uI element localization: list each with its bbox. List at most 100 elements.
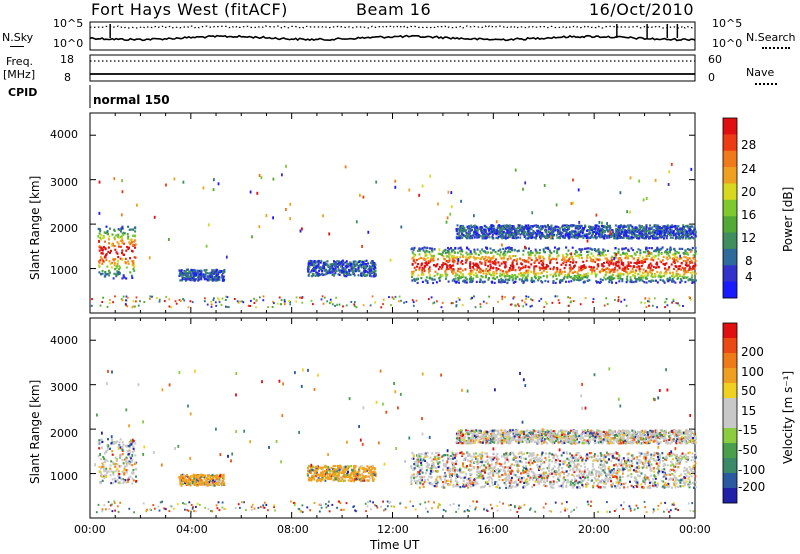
power-cell-main-band [691,274,694,277]
power-cell-main-band [464,276,467,279]
velocity-cell-band-04 [202,474,205,477]
power-noise [567,304,570,307]
power-cell-main-band [548,256,551,259]
velocity-cb-tick-50: 50 [741,384,757,398]
power-cell-upper-band [474,224,477,227]
power-cell-main-band [630,281,633,284]
power-cell-main-band [424,262,427,265]
power-cell-main-band [648,247,651,250]
power-cell-upper-band [528,232,531,235]
power-cell-early-band [132,267,135,270]
power-cell-main-band [477,253,480,256]
velocity-cell-band-08 [341,468,344,471]
power-cell-main-band [431,249,433,252]
power-cell-upper-band [645,235,648,238]
velocity-cell-early-band [107,470,110,473]
power-noise [214,301,217,304]
power-sparse [690,167,693,171]
power-cell-upper-band [590,235,593,239]
power-cell-upper-band [660,231,663,235]
power-cell-main-band [570,268,573,271]
power-cell-band-08 [372,275,375,278]
power-cell-main-band [608,264,611,267]
power-noise [450,302,453,305]
power-noise [226,306,229,308]
power-noise [312,303,314,306]
power-cell-band-08 [331,263,334,266]
power-cell-upper-band [525,224,527,228]
power-cell-early-band [129,243,132,246]
power-cell-main-band [612,263,615,266]
power-sparse [626,210,629,214]
power-cell-early-band [119,266,122,269]
power-cell-main-band [467,272,470,275]
power-cell-main-band [624,257,627,260]
power-cell-band-04 [215,279,218,282]
power-noise [163,300,166,303]
power-ytick-3000: 3000 [50,176,78,189]
power-cell-band-08 [373,267,375,271]
power-cell-upper-band [577,226,580,229]
power-cell-upper-band [564,236,566,239]
velocity-cell-band-04 [205,481,208,484]
power-noise [392,297,395,300]
velocity-cb-tick-100: 100 [741,365,764,379]
power-cell-upper-band [642,228,645,231]
power-cell-band-04 [199,276,202,279]
velocity-cell-early-band [122,481,125,484]
power-cell-main-band [559,281,562,284]
power-cell-upper-band [554,229,557,232]
power-cell-main-band [534,275,536,278]
power-cell-early-band [129,238,132,241]
power-cell-main-band [580,276,583,280]
power-cell-upper-band [690,232,693,236]
power-cell-main-band [490,251,493,254]
velocity-cell-band-04 [200,480,203,483]
power-cell-upper-band [488,236,491,239]
velocity-cell-band-04 [221,475,224,478]
power-noise [295,296,298,299]
velocity-cell-band-04 [180,473,183,477]
power-cell-main-band [516,258,519,261]
power-cell-main-band [632,281,635,284]
velocity-cell-band-04 [183,477,186,480]
power-cell-main-band [493,281,496,284]
power-noise [592,298,595,301]
power-cell-upper-band [548,235,551,238]
power-cell-main-band [539,266,542,270]
power-cell-early-band [118,236,121,239]
power-cell-early-band [114,268,117,271]
power-cell-upper-band [581,234,584,237]
power-cell-main-band [437,258,439,261]
power-sparse [429,174,432,178]
power-cell-band-08 [352,269,355,273]
power-cell-upper-band [676,232,679,236]
velocity-cell-early-band [121,441,124,444]
power-cell-band-04 [181,272,184,275]
power-noise [158,300,161,303]
power-cell-early-band [115,251,118,254]
velocity-cell-band-08 [347,479,350,482]
power-cell-main-band [482,272,485,275]
power-cell-band-08 [360,264,363,267]
power-cell-main-band [572,258,575,261]
power-cell-upper-band [550,229,553,233]
power-cell-main-band [479,261,481,264]
power-cell-upper-band [537,229,540,232]
power-cell-upper-band [585,233,588,236]
power-cell-main-band [659,260,662,263]
power-cell-upper-band [515,233,518,236]
power-cell-main-band [651,272,653,275]
power-cell-main-band [691,279,694,282]
power-cell-upper-band [682,231,685,234]
power-cell-main-band [542,262,545,266]
power-cell-upper-band [580,228,583,231]
power-cell-main-band [453,260,456,263]
power-cell-main-band [492,267,495,270]
power-cell-main-band [470,252,473,255]
power-cell-band-08 [323,269,326,272]
velocity-cell-early-band [130,443,133,446]
power-cell-main-band [553,257,555,260]
power-cell-upper-band [582,234,585,237]
power-cell-main-band [411,247,414,250]
